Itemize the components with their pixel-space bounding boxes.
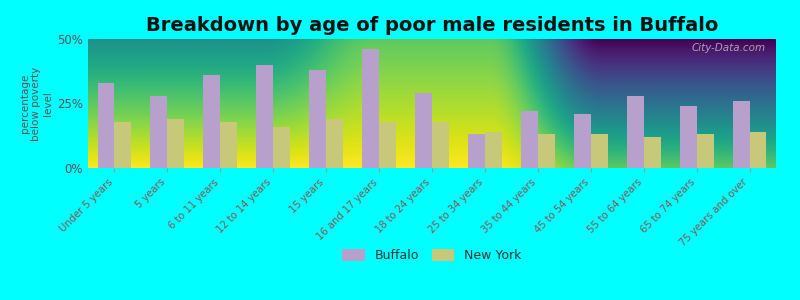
Bar xyxy=(680,106,697,168)
Y-axis label: percentage
below poverty
level: percentage below poverty level xyxy=(20,66,53,141)
Bar xyxy=(521,111,538,168)
Bar xyxy=(220,122,238,168)
Bar xyxy=(485,132,502,168)
Bar xyxy=(750,132,766,168)
Bar xyxy=(697,134,714,168)
Bar xyxy=(432,122,449,168)
Bar xyxy=(167,119,184,168)
Title: Breakdown by age of poor male residents in Buffalo: Breakdown by age of poor male residents … xyxy=(146,16,718,35)
Bar xyxy=(98,83,114,168)
Bar xyxy=(326,119,343,168)
Bar xyxy=(415,93,432,168)
Bar xyxy=(150,96,167,168)
Bar xyxy=(274,127,290,168)
Text: City-Data.com: City-Data.com xyxy=(691,43,766,53)
Bar xyxy=(590,134,608,168)
Bar xyxy=(538,134,554,168)
Bar xyxy=(379,122,396,168)
Bar xyxy=(644,137,661,168)
Bar xyxy=(733,101,750,168)
Bar xyxy=(203,75,220,168)
Bar xyxy=(626,96,644,168)
Bar xyxy=(468,134,485,168)
Bar xyxy=(256,65,274,168)
Legend: Buffalo, New York: Buffalo, New York xyxy=(342,249,522,262)
Bar xyxy=(574,114,590,168)
Bar xyxy=(362,49,379,168)
Bar xyxy=(114,122,131,168)
Bar xyxy=(310,70,326,168)
